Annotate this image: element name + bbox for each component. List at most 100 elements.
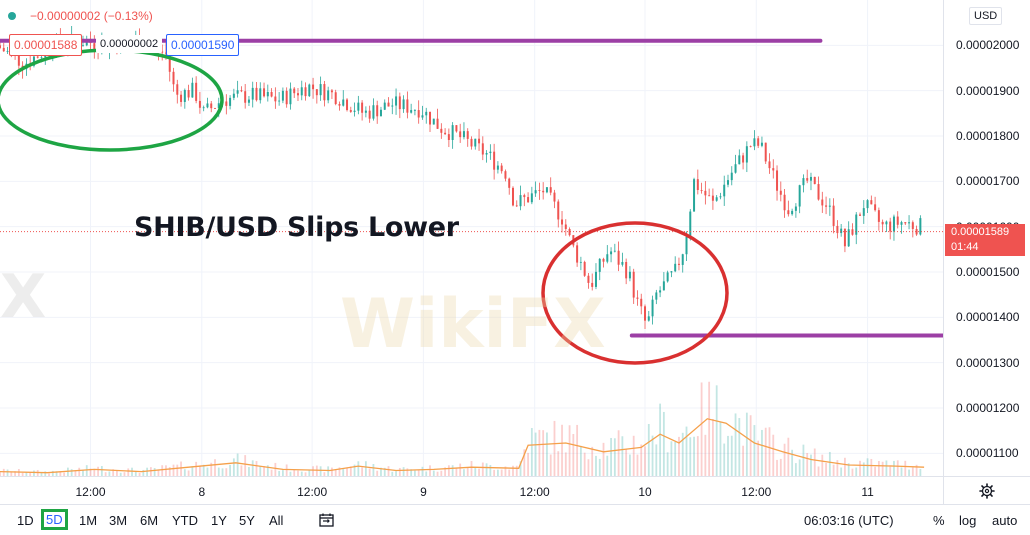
range-button-5d[interactable]: 5D xyxy=(41,509,68,530)
volume-bar xyxy=(429,465,431,476)
candle-body xyxy=(379,109,382,117)
candle-body xyxy=(723,184,726,197)
candle-body xyxy=(534,190,537,194)
candle-body xyxy=(421,115,424,118)
volume-bar xyxy=(512,465,514,476)
candle-body xyxy=(2,47,5,52)
percent-scale-toggle[interactable]: % xyxy=(933,513,945,528)
price-tick-label: 0.00001100 xyxy=(956,446,1019,461)
candle-body xyxy=(730,172,733,181)
candle-body xyxy=(817,184,820,200)
utc-clock[interactable]: 06:03:16 (UTC) xyxy=(804,513,894,528)
chart-plot-area[interactable]: X WikiFX −0.00000002 (−0.13%) 0.00001588… xyxy=(0,0,943,476)
candle-body xyxy=(376,105,379,117)
volume-bar xyxy=(666,452,669,476)
candle-body xyxy=(413,110,416,111)
volume-bar xyxy=(881,461,884,476)
volume-bar xyxy=(549,454,552,476)
status-dot-icon xyxy=(8,11,16,20)
candle-body xyxy=(247,99,250,103)
volume-bar xyxy=(647,423,650,476)
bid-price-box[interactable]: 0.00001588 xyxy=(9,34,83,56)
log-scale-toggle[interactable]: log xyxy=(959,513,977,528)
price-tick-label: 0.00002000 xyxy=(956,38,1020,53)
volume-bar xyxy=(312,466,314,476)
volume-bar xyxy=(689,437,692,476)
range-button-1y[interactable]: 1Y xyxy=(211,513,227,528)
bar-countdown: 01:44 xyxy=(951,240,979,253)
candle-body xyxy=(527,197,530,203)
candle-body xyxy=(681,254,684,265)
volume-bar xyxy=(304,472,307,476)
volume-bar xyxy=(14,471,16,476)
volume-bar xyxy=(534,432,537,476)
volume-bar xyxy=(451,465,454,476)
candle-body xyxy=(870,200,873,205)
volume-bar xyxy=(485,463,488,476)
calendar-range-icon xyxy=(319,513,334,527)
candle-body xyxy=(93,43,96,50)
volume-bar xyxy=(127,468,130,476)
candle-body xyxy=(444,132,447,135)
volume-bar xyxy=(297,470,299,476)
volume-bar xyxy=(719,421,722,476)
volume-bar xyxy=(108,471,111,476)
volume-bar xyxy=(621,436,624,476)
volume-bar xyxy=(478,468,480,476)
range-button-3m[interactable]: 3M xyxy=(109,513,128,528)
range-button-ytd[interactable]: YTD xyxy=(172,513,198,528)
volume-bar xyxy=(380,467,382,476)
volume-bar xyxy=(893,460,895,476)
range-button-6m[interactable]: 6M xyxy=(140,513,159,528)
candle-body xyxy=(319,84,322,96)
range-button-1d[interactable]: 1D xyxy=(17,513,34,528)
time-axis[interactable]: 12:00 8 12:00 9 12:00 10 12:00 11 xyxy=(0,476,943,504)
volume-bar xyxy=(225,468,228,476)
range-button-all[interactable]: All xyxy=(269,513,284,528)
range-button-1m[interactable]: 1M xyxy=(79,513,98,528)
volume-bar xyxy=(278,470,281,476)
candle-body xyxy=(674,263,677,272)
candle-body xyxy=(387,102,390,107)
volume-bar xyxy=(727,435,729,476)
volume-bar xyxy=(840,467,843,476)
candle-body xyxy=(825,205,828,207)
candle-body xyxy=(651,299,654,317)
volume-bar xyxy=(595,455,597,476)
auto-scale-toggle[interactable]: auto xyxy=(992,513,1018,528)
volume-bar xyxy=(165,465,167,476)
candle-body xyxy=(711,195,714,201)
gear-icon xyxy=(979,482,995,499)
volume-bar xyxy=(55,471,58,476)
bottom-toolbar: 1D 5D 1M 3M 6M YTD 1Y 5Y All 06:03:16 (UTC) % lo… xyxy=(0,504,1030,535)
candle-body xyxy=(327,90,330,101)
volume-bar xyxy=(349,466,352,476)
candle-body xyxy=(161,51,164,53)
volume-bar xyxy=(168,467,171,476)
price-change: −0.00000002 (−0.13%) xyxy=(30,8,153,23)
range-button-5y[interactable]: 5Y xyxy=(239,513,255,528)
last-price-label: 0.00001589 01:44 xyxy=(945,223,1025,256)
volume-moving-average-line xyxy=(0,418,925,474)
candle-body xyxy=(508,178,511,188)
volume-bar xyxy=(202,464,205,476)
candle-body xyxy=(621,261,624,265)
volume-bar xyxy=(74,470,77,476)
candle-body xyxy=(466,131,469,139)
date-range-button[interactable] xyxy=(318,512,336,531)
candle-body xyxy=(523,195,526,198)
volume-bar xyxy=(463,469,465,476)
candle-body xyxy=(436,118,439,129)
candle-body xyxy=(338,104,341,106)
candle-body xyxy=(270,92,273,97)
candle-body xyxy=(764,142,767,162)
candle-body xyxy=(481,143,484,155)
volume-bar xyxy=(447,465,450,476)
candle-body xyxy=(183,90,186,102)
chart-settings-button[interactable] xyxy=(943,476,1030,504)
volume-bar xyxy=(300,471,303,476)
ask-price-box[interactable]: 0.00001590 xyxy=(166,34,240,56)
currency-button[interactable]: USD xyxy=(969,7,1003,25)
candle-body xyxy=(821,199,824,206)
volume-bar xyxy=(712,419,714,476)
